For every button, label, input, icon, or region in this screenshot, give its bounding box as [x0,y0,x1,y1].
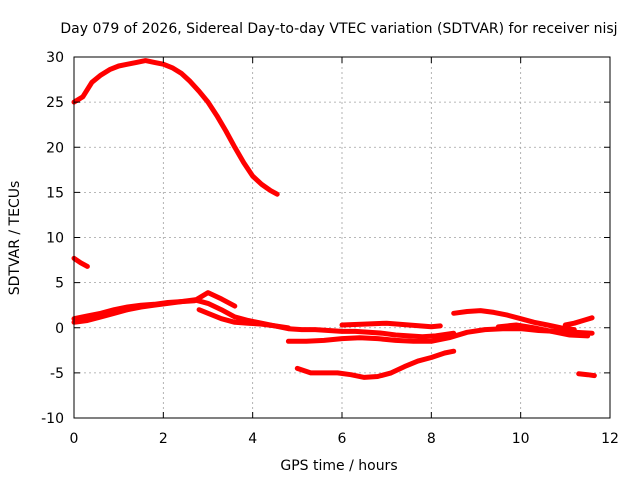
x-tick-label: 0 [70,431,79,447]
x-tick-label: 12 [601,431,619,447]
y-tick-label: 30 [46,50,64,66]
series-arc-tail [576,371,597,379]
y-tick-label: 10 [46,231,64,247]
y-tick-label: 15 [46,185,64,201]
x-tick-label: 4 [248,431,257,447]
x-tick-label: 2 [159,431,168,447]
y-tick-label: 0 [55,321,64,337]
y-tick-label: -5 [50,366,64,382]
axis-ticks: 0 2 4 6 8 10 12 -10 -5 0 5 10 15 20 25 30 [41,50,619,447]
series-arc-f [451,308,577,333]
series-arc-e [339,320,443,330]
x-tick-label: 10 [512,431,530,447]
series-arc-b [71,290,238,322]
series-arc-h [562,315,595,328]
y-tick-label: 5 [55,276,64,292]
series-group [71,58,597,380]
y-tick-label: 20 [46,140,64,156]
y-tick-label: -10 [41,411,64,427]
series-arc-c [196,307,457,340]
y-tick-label: 25 [46,95,64,111]
series-arc-short [71,255,90,269]
x-tick-label: 8 [427,431,436,447]
chart-title: Day 079 of 2026, Sidereal Day-to-day VTE… [60,21,617,37]
series-arc-g [495,322,591,339]
series-arc-high [71,58,280,197]
y-axis-label: SDTVAR / TECUs [7,181,23,296]
series-arc-low [294,348,457,380]
x-tick-label: 6 [338,431,347,447]
x-axis-label: GPS time / hours [280,458,397,474]
